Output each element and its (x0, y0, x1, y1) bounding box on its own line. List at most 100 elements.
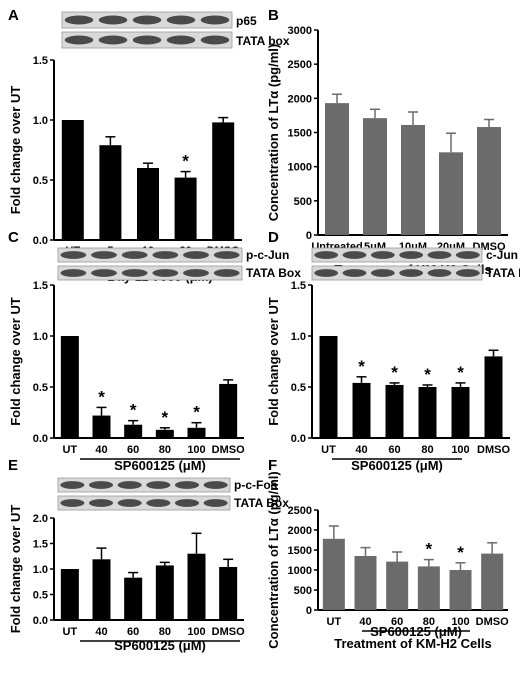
x-tick-label: 100 (187, 444, 205, 456)
significance-star: * (391, 363, 398, 382)
y-tick-label: 0.5 (291, 382, 306, 394)
blot-band (200, 15, 230, 25)
y-tick-label: 0.5 (33, 175, 48, 187)
x-tick-label: UT (62, 444, 77, 456)
blot-band (342, 269, 367, 277)
x-tick-label: 60 (388, 444, 400, 456)
bar (352, 382, 371, 438)
blot-band (200, 35, 230, 45)
bar (124, 424, 143, 438)
panel-letter: A (8, 7, 19, 24)
y-tick-label: 1.0 (33, 115, 48, 127)
bar (155, 429, 174, 438)
x-tick-label: 40 (95, 444, 107, 456)
y-tick-label: 1500 (288, 128, 312, 140)
blot-band (60, 269, 87, 277)
blot-band (152, 269, 179, 277)
bar (451, 387, 470, 438)
panel-f: F 0 500 1000 1500 2000 2500 Concentration of LT… (266, 457, 509, 651)
panel-letter: C (8, 229, 19, 246)
blot-band (88, 481, 114, 489)
significance-star: * (424, 365, 431, 384)
panel-letter: F (268, 457, 277, 474)
y-tick-label: 3000 (288, 25, 312, 37)
x-tick-label: 80 (423, 616, 435, 628)
blot-band (370, 269, 395, 277)
x-tick-label: 40 (359, 616, 371, 628)
blot-band (121, 251, 148, 259)
blot-band (183, 251, 209, 259)
x-tick-label: UT (321, 444, 336, 456)
blot-label: p-c-Fos (234, 478, 278, 492)
y-tick-label: 1.5 (33, 55, 48, 67)
bar (401, 124, 425, 235)
x-tick-label: 100 (451, 616, 469, 628)
y-tick-label: 1.5 (33, 280, 48, 292)
bar (386, 561, 409, 610)
bar (417, 566, 440, 610)
blot-label: TATA box (236, 34, 290, 48)
y-tick-label: 0.5 (33, 590, 48, 602)
bar (363, 118, 387, 235)
blot-band (91, 269, 117, 277)
bar (219, 383, 238, 438)
y-tick-label: 1.5 (291, 280, 306, 292)
bar (322, 538, 345, 610)
blot-band (203, 499, 228, 507)
y-axis-label: Fold change over UT (8, 297, 23, 426)
group-label: SP600125 (μM) (114, 638, 206, 653)
blot-label: TATA Box (246, 266, 301, 280)
x-axis-label: Treatment of KM-H2 Cells (334, 636, 491, 651)
panel-letter: B (268, 7, 279, 24)
blot-label: c-Jun (486, 248, 518, 262)
bar (212, 122, 235, 240)
y-tick-label: 0 (306, 605, 312, 617)
blot-band (427, 269, 452, 277)
bar (187, 427, 206, 438)
blot-band (399, 251, 424, 259)
blot-band (60, 251, 87, 259)
y-tick-label: 2500 (288, 505, 312, 517)
blot-band (98, 35, 128, 45)
group-label: SP600125 (μM) (370, 624, 462, 639)
bar (187, 553, 206, 620)
blot-band (60, 481, 85, 489)
bar (477, 127, 501, 235)
bar (219, 566, 238, 620)
y-tick-label: 1500 (288, 545, 312, 557)
x-tick-label: UT (326, 616, 341, 628)
blot-label: p-c-Jun (246, 248, 289, 262)
bar (137, 168, 159, 240)
significance-star: * (426, 540, 433, 559)
panel-d: Dc-Jun TATA Box 0.0 0.5 1.0 1.5 Fold change ov… (266, 229, 520, 473)
blot-band (314, 251, 339, 259)
significance-star: * (182, 152, 189, 171)
bar (484, 356, 503, 438)
x-tick-label: DMSO (212, 626, 245, 638)
significance-star: * (162, 408, 169, 427)
blot-band (98, 15, 128, 25)
panel-letter: E (8, 457, 18, 474)
y-axis-label: Fold change over UT (266, 297, 281, 426)
x-tick-label: DMSO (476, 616, 509, 628)
bar (439, 152, 463, 235)
blot-band (146, 481, 171, 489)
bar (481, 553, 504, 610)
bar (354, 556, 377, 610)
y-tick-label: 0.5 (33, 382, 48, 394)
x-tick-label: 80 (421, 444, 433, 456)
blot-label: TATA Box (486, 266, 520, 280)
blot-band (121, 269, 148, 277)
y-tick-label: 0.0 (33, 615, 48, 627)
x-tick-label: 40 (355, 444, 367, 456)
panel-letter: D (268, 229, 279, 246)
bar (174, 177, 197, 240)
y-tick-label: 0 (306, 230, 312, 242)
bar (319, 336, 338, 438)
blot-band (60, 499, 85, 507)
bar (385, 384, 404, 438)
bar (92, 559, 111, 620)
blot-band (166, 35, 196, 45)
y-tick-label: 1000 (288, 565, 312, 577)
